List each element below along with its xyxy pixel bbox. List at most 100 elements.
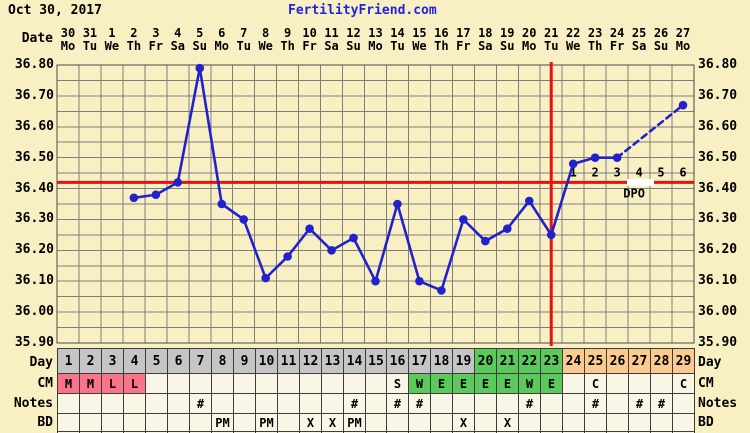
bd-cell-day-4 — [123, 413, 146, 432]
dpo-day-label: 4 — [635, 165, 642, 179]
cm-cell-day-24 — [562, 373, 585, 394]
cycle-day-cell-day-25[interactable]: 25 — [584, 348, 607, 374]
cm-row-label-right: CM — [698, 376, 714, 391]
weekday-label: Tu — [236, 39, 251, 53]
cm-cell-day-9 — [233, 373, 256, 394]
date-number: 31 — [82, 26, 98, 40]
notes-cell-day-10 — [255, 393, 278, 414]
notes-cell-day-26 — [606, 393, 629, 414]
cycle-day-cell-day-19[interactable]: 19 — [452, 348, 475, 374]
temp-tick-label-right: 36.00 — [698, 304, 738, 320]
notes-cell-day-28: # — [650, 393, 673, 414]
weekday-label: Su — [653, 39, 669, 53]
notes-cell-day-4 — [123, 393, 146, 414]
bd-cell-day-11 — [277, 413, 300, 432]
temp-point-day-25 — [590, 153, 600, 162]
cycle-day-cell-day-7[interactable]: 7 — [189, 348, 212, 374]
cycle-day-cell-day-3[interactable]: 3 — [101, 348, 124, 374]
cycle-day-cell-day-12[interactable]: 12 — [299, 348, 322, 374]
cm-cell-day-17: W — [408, 373, 431, 394]
cycle-day-cell-day-5[interactable]: 5 — [145, 348, 168, 374]
cycle-day-cell-day-28[interactable]: 28 — [650, 348, 673, 374]
bd-cell-day-18 — [430, 413, 453, 432]
temp-line-segment — [242, 218, 267, 280]
cycle-day-cell-day-22[interactable]: 22 — [518, 348, 541, 374]
temp-point-day-26 — [612, 153, 622, 162]
weekday-label: Fr — [456, 39, 471, 53]
dpo-day-label: 2 — [592, 165, 599, 179]
temp-tick-label-left: 36.50 — [14, 149, 54, 165]
cm-cell-day-8 — [211, 373, 234, 394]
bd-cell-day-5 — [145, 413, 168, 432]
cycle-day-cell-day-27[interactable]: 27 — [628, 348, 651, 374]
cm-cell-day-18: E — [430, 373, 453, 394]
bd-cell-day-2 — [79, 413, 102, 432]
cycle-day-cell-day-2[interactable]: 2 — [79, 348, 102, 374]
cycle-day-cell-day-14[interactable]: 14 — [343, 348, 366, 374]
temp-point-day-12 — [305, 224, 314, 234]
weekday-label: Sa — [478, 39, 493, 53]
cycle-day-cell-day-29[interactable]: 29 — [672, 348, 695, 374]
temp-tick-label-left: 36.10 — [14, 273, 54, 289]
cycle-day-cell-day-4[interactable]: 4 — [123, 348, 146, 374]
cycle-day-cell-day-26[interactable]: 26 — [606, 348, 629, 374]
cycle-day-cell-day-23[interactable]: 23 — [540, 348, 563, 374]
cycle-day-cell-day-9[interactable]: 9 — [233, 348, 256, 374]
cm-cell-day-15 — [365, 373, 387, 394]
temp-point-day-4 — [129, 193, 139, 203]
cycle-day-cell-day-16[interactable]: 16 — [386, 348, 409, 374]
temp-tick-label-left: 35.90 — [14, 335, 54, 350]
site-link[interactable]: FertilityFriend.com — [288, 3, 437, 18]
notes-cell-day-22: # — [518, 393, 541, 414]
cycle-day-cell-day-18[interactable]: 18 — [430, 348, 453, 374]
cycle-day-cell-day-21[interactable]: 21 — [496, 348, 519, 374]
temp-tick-label-right: 36.60 — [698, 118, 738, 134]
notes-cell-day-7: # — [189, 393, 212, 414]
notes-cell-day-2 — [79, 393, 102, 414]
bd-cell-day-14: PM — [343, 413, 366, 432]
dpo-day-label: 3 — [614, 165, 621, 179]
cycle-day-cell-day-1[interactable]: 1 — [57, 348, 80, 374]
weekday-label: Sa — [631, 39, 647, 53]
notes-cell-day-8 — [211, 393, 234, 414]
weekday-label: We — [258, 39, 273, 53]
cycle-day-cell-day-17[interactable]: 17 — [408, 348, 431, 374]
cycle-day-cell-day-6[interactable]: 6 — [167, 348, 190, 374]
temp-tick-label-left: 36.20 — [14, 242, 54, 258]
dpo-day-label: 6 — [679, 165, 686, 179]
cycle-day-cell-day-13[interactable]: 13 — [321, 348, 344, 374]
temp-tick-label-left: 36.40 — [14, 180, 54, 196]
temp-tick-label-right: 35.90 — [698, 335, 738, 350]
date-number: 10 — [302, 26, 317, 40]
date-number: 1 — [108, 26, 116, 40]
cm-cell-day-13 — [321, 373, 344, 394]
bd-cell-day-28 — [650, 413, 673, 432]
cycle-day-cell-day-10[interactable]: 10 — [255, 348, 278, 374]
weekday-label: Tu — [82, 39, 98, 53]
temp-tick-label-right: 36.70 — [698, 87, 738, 103]
temp-point-day-9 — [239, 215, 249, 224]
notes-row-label-left: Notes — [13, 396, 53, 411]
cycle-day-cell-day-11[interactable]: 11 — [277, 348, 300, 374]
date-number: 3 — [152, 26, 160, 40]
temp-point-day-13 — [327, 246, 336, 255]
temp-point-day-18 — [437, 286, 446, 295]
notes-cell-day-6 — [167, 393, 190, 414]
date-number: 4 — [174, 26, 182, 40]
cycle-day-cell-day-20[interactable]: 20 — [474, 348, 497, 374]
weekday-label: Th — [280, 39, 295, 53]
temp-point-day-8 — [217, 199, 227, 209]
cycle-day-cell-day-24[interactable]: 24 — [562, 348, 585, 374]
temp-point-day-29 — [678, 100, 688, 110]
temp-line-segment — [220, 202, 246, 221]
bd-cell-day-9 — [233, 413, 256, 432]
cycle-day-cell-day-8[interactable]: 8 — [211, 348, 234, 374]
date-number: 7 — [240, 26, 248, 40]
cycle-day-cell-day-15[interactable]: 15 — [365, 348, 387, 374]
temp-point-day-5 — [151, 190, 161, 200]
cm-cell-day-12 — [299, 373, 322, 394]
weekday-label: Mo — [214, 39, 229, 53]
temp-point-day-16 — [393, 199, 402, 209]
date-number: 16 — [434, 26, 449, 40]
date-number: 23 — [587, 26, 603, 40]
